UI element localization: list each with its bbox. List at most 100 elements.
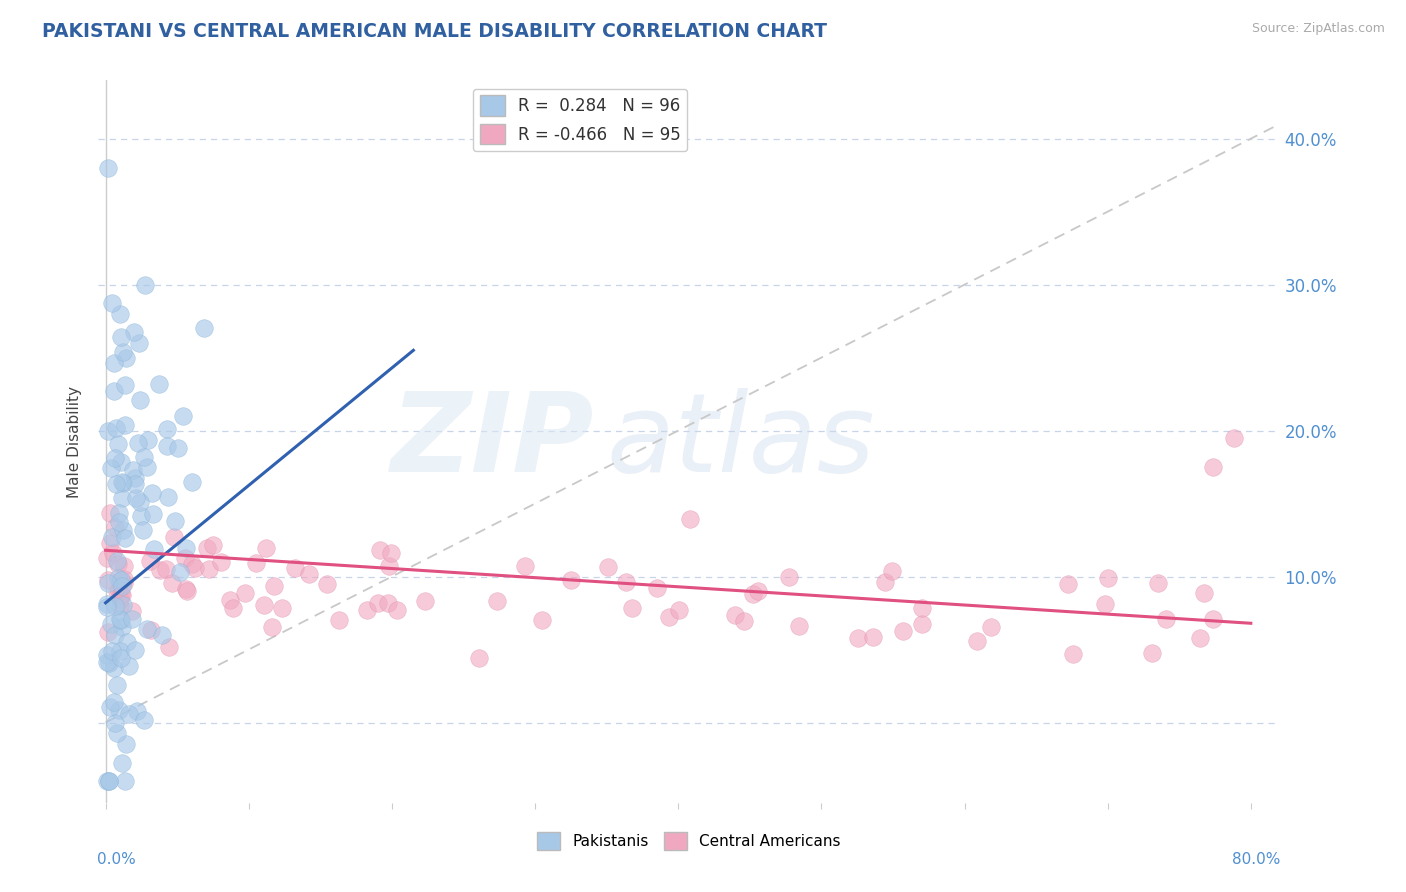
Point bbox=[201, 538, 224, 552]
Point bbox=[110, 307, 132, 321]
Point bbox=[148, 377, 170, 392]
Point bbox=[141, 486, 163, 500]
Point bbox=[560, 573, 582, 587]
Point bbox=[156, 422, 179, 436]
Point bbox=[1222, 431, 1244, 445]
Point bbox=[166, 442, 188, 456]
Point bbox=[105, 726, 128, 740]
Point bbox=[111, 756, 134, 770]
Point bbox=[98, 773, 121, 788]
Point bbox=[134, 277, 156, 292]
Point bbox=[515, 558, 537, 573]
Point bbox=[97, 161, 120, 175]
Point bbox=[96, 656, 118, 670]
Point bbox=[1062, 647, 1084, 661]
Point bbox=[679, 512, 702, 526]
Point bbox=[105, 583, 128, 598]
Point bbox=[103, 660, 125, 674]
Point bbox=[101, 644, 124, 658]
Point bbox=[270, 600, 292, 615]
Point bbox=[253, 598, 276, 612]
Point bbox=[1094, 597, 1116, 611]
Point bbox=[135, 459, 157, 474]
Point bbox=[875, 574, 897, 589]
Point bbox=[111, 588, 134, 602]
Point bbox=[596, 560, 619, 574]
Point bbox=[103, 695, 125, 709]
Point bbox=[114, 378, 136, 392]
Point bbox=[129, 494, 152, 508]
Point bbox=[108, 703, 131, 717]
Point bbox=[96, 573, 118, 587]
Point bbox=[377, 596, 399, 610]
Point bbox=[195, 541, 218, 555]
Point bbox=[118, 707, 141, 722]
Point bbox=[142, 507, 165, 521]
Point bbox=[367, 596, 389, 610]
Point bbox=[98, 773, 121, 788]
Point bbox=[180, 557, 202, 571]
Point bbox=[108, 644, 131, 658]
Point bbox=[101, 530, 124, 544]
Point bbox=[127, 435, 149, 450]
Point bbox=[139, 623, 162, 637]
Point bbox=[658, 610, 681, 624]
Point bbox=[104, 715, 127, 730]
Point bbox=[96, 773, 118, 788]
Point bbox=[368, 543, 391, 558]
Point bbox=[193, 321, 215, 335]
Point bbox=[98, 535, 121, 549]
Point bbox=[107, 437, 129, 451]
Point bbox=[98, 699, 121, 714]
Point bbox=[1201, 612, 1223, 626]
Point bbox=[862, 630, 884, 644]
Point bbox=[110, 454, 132, 468]
Point bbox=[645, 581, 668, 595]
Point bbox=[104, 628, 127, 642]
Text: ZIP: ZIP bbox=[391, 388, 595, 495]
Point bbox=[104, 451, 127, 466]
Point bbox=[107, 554, 129, 568]
Point bbox=[176, 583, 198, 598]
Point bbox=[1192, 585, 1215, 599]
Point bbox=[150, 628, 173, 642]
Y-axis label: Male Disability: Male Disability bbox=[67, 385, 83, 498]
Point bbox=[149, 563, 172, 577]
Point bbox=[891, 624, 914, 638]
Point bbox=[614, 574, 637, 589]
Point bbox=[162, 576, 184, 591]
Point bbox=[110, 330, 132, 344]
Point bbox=[114, 417, 136, 432]
Point bbox=[105, 678, 128, 692]
Point bbox=[110, 475, 132, 490]
Point bbox=[468, 651, 491, 665]
Point bbox=[733, 614, 755, 628]
Point bbox=[668, 602, 690, 616]
Point bbox=[100, 506, 122, 520]
Point bbox=[108, 612, 131, 626]
Point bbox=[104, 519, 127, 533]
Point bbox=[114, 773, 136, 788]
Point bbox=[356, 603, 378, 617]
Point bbox=[111, 345, 134, 359]
Point bbox=[98, 657, 121, 671]
Point bbox=[1140, 646, 1163, 660]
Point bbox=[104, 599, 127, 613]
Point bbox=[848, 632, 870, 646]
Point bbox=[139, 554, 162, 568]
Text: Source: ZipAtlas.com: Source: ZipAtlas.com bbox=[1251, 22, 1385, 36]
Point bbox=[181, 475, 204, 490]
Point bbox=[184, 561, 207, 575]
Point bbox=[1202, 460, 1225, 475]
Point bbox=[96, 599, 118, 614]
Point bbox=[741, 587, 763, 601]
Point bbox=[378, 559, 401, 574]
Point bbox=[1056, 577, 1078, 591]
Point bbox=[911, 616, 934, 631]
Point bbox=[117, 634, 139, 648]
Point bbox=[112, 598, 135, 612]
Point bbox=[96, 424, 118, 438]
Point bbox=[100, 617, 122, 632]
Point bbox=[620, 601, 643, 615]
Point bbox=[156, 491, 179, 505]
